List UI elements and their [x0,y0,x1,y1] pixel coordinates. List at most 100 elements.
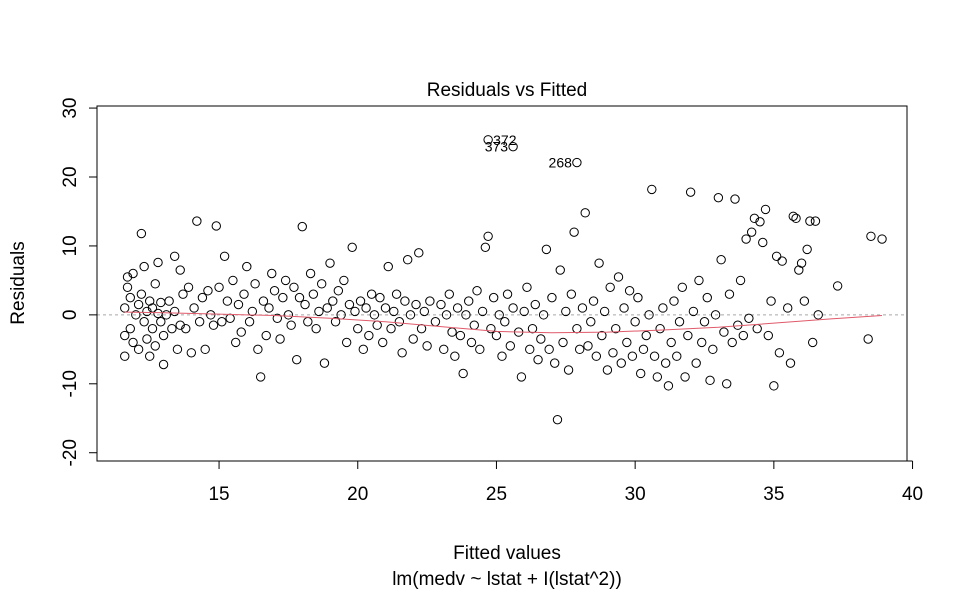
data-point [758,237,768,248]
data-point [311,323,321,334]
data-point [763,330,774,341]
data-point [189,303,199,313]
data-point [685,187,696,197]
data-point [569,227,579,237]
data-point [147,323,158,334]
data-point [316,279,327,289]
data-point [283,310,294,320]
data-point [161,310,172,320]
data-point [239,289,249,299]
data-point [627,351,638,361]
data-point [444,289,454,299]
data-point [500,317,510,327]
data-point [877,234,887,244]
data-point [145,296,155,306]
y-tick-label: -10 [60,370,81,397]
data-point [566,289,577,299]
data-point [172,344,183,355]
data-point [364,330,374,341]
data-point [153,308,163,319]
data-point [219,251,230,261]
data-point [225,313,235,324]
data-point [153,257,163,268]
data-point [136,228,147,239]
data-point [139,317,149,327]
data-point [516,372,527,382]
data-point [705,375,715,386]
data-point [300,299,310,310]
y-tick-label: 0 [60,310,81,321]
y-tick-label: -20 [60,439,81,466]
data-point [727,337,737,348]
data-point [660,358,671,368]
data-point [253,344,263,355]
data-point [525,344,535,355]
data-point [699,317,710,327]
data-point [120,330,130,341]
data-point [494,310,504,320]
data-point [272,313,283,324]
data-point [355,296,366,306]
data-point [269,286,280,296]
data-point [186,348,197,358]
data-point [622,337,632,348]
data-point [749,213,760,224]
data-point [405,310,416,320]
data-point [783,303,793,313]
data-point [633,292,643,303]
data-point [264,303,274,313]
data-point [466,337,477,348]
data-point [294,292,305,303]
data-point [120,351,130,361]
data-point [663,381,674,391]
data-point [594,258,604,268]
data-point [411,299,421,310]
x-tick-label: 35 [763,484,784,505]
data-point [544,344,554,355]
data-point [577,303,588,313]
data-point [796,258,807,268]
data-point [242,261,252,272]
data-point [538,310,549,320]
data-point [425,296,435,306]
y-tick-label: 10 [60,235,81,256]
data-point [419,306,430,317]
data-point [522,282,532,292]
data-point [400,296,410,306]
data-point [483,231,493,241]
data-point [244,317,255,327]
data-point [866,231,876,241]
data-point [142,306,152,317]
data-point [647,184,657,195]
data-point [314,306,324,317]
data-point [746,227,757,237]
data-point [261,330,271,341]
data-point [730,194,740,204]
data-point [508,141,518,152]
data-point [350,306,360,317]
data-point [688,306,699,317]
data-point [630,317,640,327]
data-point [361,303,371,313]
data-point [217,317,227,327]
y-axis: -20 -10 0 10 20 30 [60,97,98,466]
data-point [353,323,363,334]
data-point [128,268,138,279]
data-point [450,351,460,361]
data-point [771,251,782,261]
data-point [305,268,316,279]
data-point [150,341,160,351]
data-point [555,265,565,275]
data-point [799,296,810,306]
data-point [250,279,260,289]
data-point [697,337,707,348]
data-point [572,157,582,168]
data-point [330,317,341,327]
data-point [777,256,787,266]
data-point [586,317,596,327]
data-point [710,310,721,320]
data-point [583,341,593,351]
data-point [339,275,349,286]
data-point [322,303,332,313]
